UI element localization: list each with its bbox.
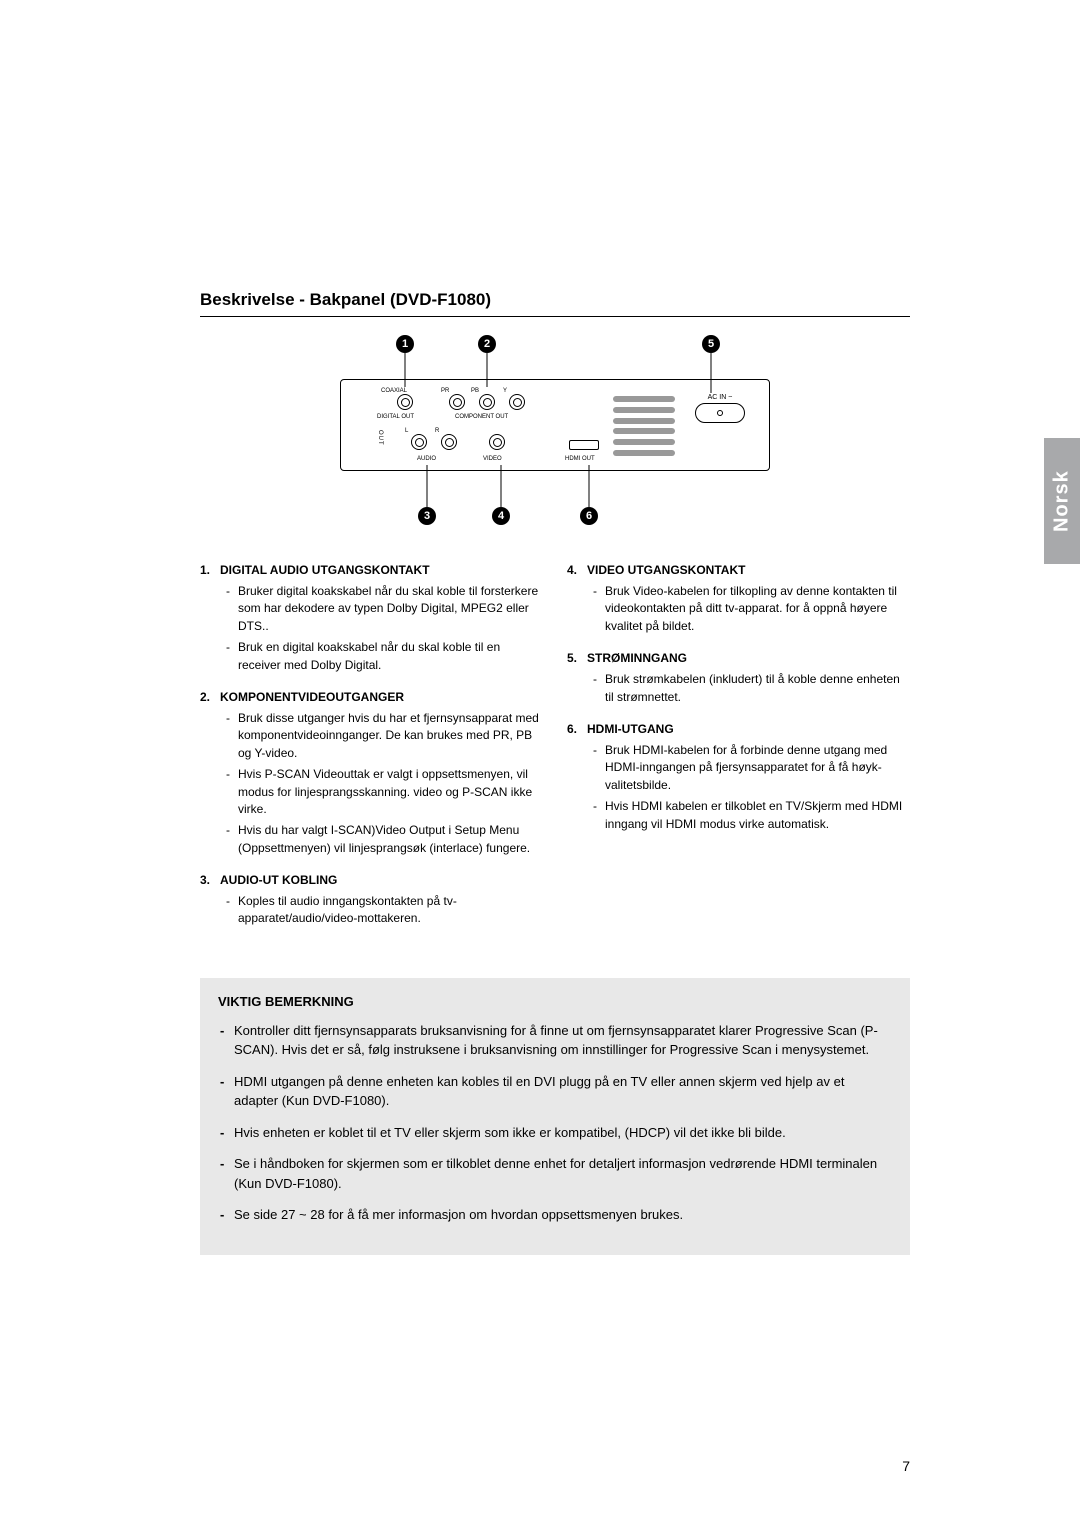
sec1-b1: Bruker digital koakskabel når du skal ko…	[226, 583, 543, 635]
sec2-b2: Hvis P-SCAN Videouttak er valgt i oppset…	[226, 766, 543, 818]
rear-panel-diagram: 1 2 5 3 4 6 COAXIAL DIGITAL OUT PR PB Y …	[340, 335, 770, 535]
l-label: L	[405, 428, 408, 434]
coaxial-label: COAXIAL	[381, 388, 407, 394]
page-content: Beskrivelse - Bakpanel (DVD-F1080) 1 2 5…	[0, 0, 1080, 1255]
note-3: Hvis enheten er koblet til et TV eller s…	[218, 1123, 892, 1143]
video-jack	[489, 434, 505, 450]
callout-6: 6	[580, 507, 598, 525]
sec2-num: 2.	[200, 690, 220, 704]
page-title: Beskrivelse - Bakpanel (DVD-F1080)	[200, 290, 910, 317]
callout-1: 1	[396, 335, 414, 353]
digital-out-label: DIGITAL OUT	[377, 414, 414, 420]
sec2-b3: Hvis du har valgt I-SCAN)Video Output i …	[226, 822, 543, 857]
section-6: 6.HDMI-UTGANG Bruk HDMI-kabelen for å fo…	[567, 722, 910, 833]
ac-in-label: AC IN ~	[687, 394, 753, 401]
sec4-head: VIDEO UTGANGSKONTAKT	[587, 563, 745, 577]
left-column: 1.DIGITAL AUDIO UTGANGSKONTAKT Bruker di…	[200, 563, 543, 944]
callout-3: 3	[418, 507, 436, 525]
sec4-b1: Bruk Video-kabelen for tilkopling av den…	[593, 583, 910, 635]
video-label: VIDEO	[483, 456, 502, 462]
sec2-b1: Bruk disse utganger hvis du har et fjern…	[226, 710, 543, 762]
sec1-b2: Bruk en digital koakskabel når du skal k…	[226, 639, 543, 674]
sec6-head: HDMI-UTGANG	[587, 722, 674, 736]
sec5-b1: Bruk strømkabelen (inkludert) til å kobl…	[593, 671, 910, 706]
r-label: R	[435, 428, 439, 434]
sec6-b2: Hvis HDMI kabelen er tilkoblet en TV/Skj…	[593, 798, 910, 833]
pr-label: PR	[441, 388, 449, 394]
note-2: HDMI utgangen på denne enheten kan koble…	[218, 1072, 892, 1111]
audio-label: AUDIO	[417, 456, 436, 462]
y-jack	[509, 394, 525, 410]
audio-r-jack	[441, 434, 457, 450]
note-4: Se i håndboken for skjermen som er tilko…	[218, 1154, 892, 1193]
description-columns: 1.DIGITAL AUDIO UTGANGSKONTAKT Bruker di…	[200, 563, 910, 944]
vents	[613, 396, 675, 456]
sec2-head: KOMPONENTVIDEOUTGANGER	[220, 690, 404, 704]
ac-box	[695, 403, 745, 423]
sec6-b1: Bruk HDMI-kabelen for å forbinde denne u…	[593, 742, 910, 794]
note-5: Se side 27 ~ 28 for å få mer informasjon…	[218, 1205, 892, 1225]
note-1: Kontroller ditt fjernsynsapparats bruksa…	[218, 1021, 892, 1060]
sec1-num: 1.	[200, 563, 220, 577]
note-title: VIKTIG BEMERKNING	[218, 994, 892, 1009]
sec5-head: STRØMINNGANG	[587, 651, 687, 665]
audio-l-jack	[411, 434, 427, 450]
note-box: VIKTIG BEMERKNING Kontroller ditt fjerns…	[200, 978, 910, 1255]
section-2: 2.KOMPONENTVIDEOUTGANGER Bruk disse utga…	[200, 690, 543, 857]
section-3: 3.AUDIO-UT KOBLING Koples til audio inng…	[200, 873, 543, 928]
sec1-head: DIGITAL AUDIO UTGANGSKONTAKT	[220, 563, 430, 577]
sec3-num: 3.	[200, 873, 220, 887]
component-out-label: COMPONENT OUT	[455, 414, 508, 420]
right-column: 4.VIDEO UTGANGSKONTAKT Bruk Video-kabele…	[567, 563, 910, 944]
diagram-box: COAXIAL DIGITAL OUT PR PB Y COMPONENT OU…	[340, 379, 770, 471]
callout-2: 2	[478, 335, 496, 353]
sec4-num: 4.	[567, 563, 587, 577]
pb-label: PB	[471, 388, 479, 394]
sec6-num: 6.	[567, 722, 587, 736]
section-5: 5.STRØMINNGANG Bruk strømkabelen (inklud…	[567, 651, 910, 706]
y-label: Y	[503, 388, 507, 394]
hdmi-port	[569, 440, 599, 450]
hdmi-out-label: HDMI OUT	[565, 456, 595, 462]
pr-jack	[449, 394, 465, 410]
out-vert-label: OUT	[377, 430, 383, 446]
ac-in: AC IN ~	[687, 394, 753, 423]
section-1: 1.DIGITAL AUDIO UTGANGSKONTAKT Bruker di…	[200, 563, 543, 674]
pb-jack	[479, 394, 495, 410]
section-4: 4.VIDEO UTGANGSKONTAKT Bruk Video-kabele…	[567, 563, 910, 635]
callout-5: 5	[702, 335, 720, 353]
page-number: 7	[902, 1458, 910, 1474]
callout-4: 4	[492, 507, 510, 525]
sec3-head: AUDIO-UT KOBLING	[220, 873, 337, 887]
sec3-b1: Koples til audio inngangskontakten på tv…	[226, 893, 543, 928]
coaxial-jack	[397, 394, 413, 410]
sec5-num: 5.	[567, 651, 587, 665]
